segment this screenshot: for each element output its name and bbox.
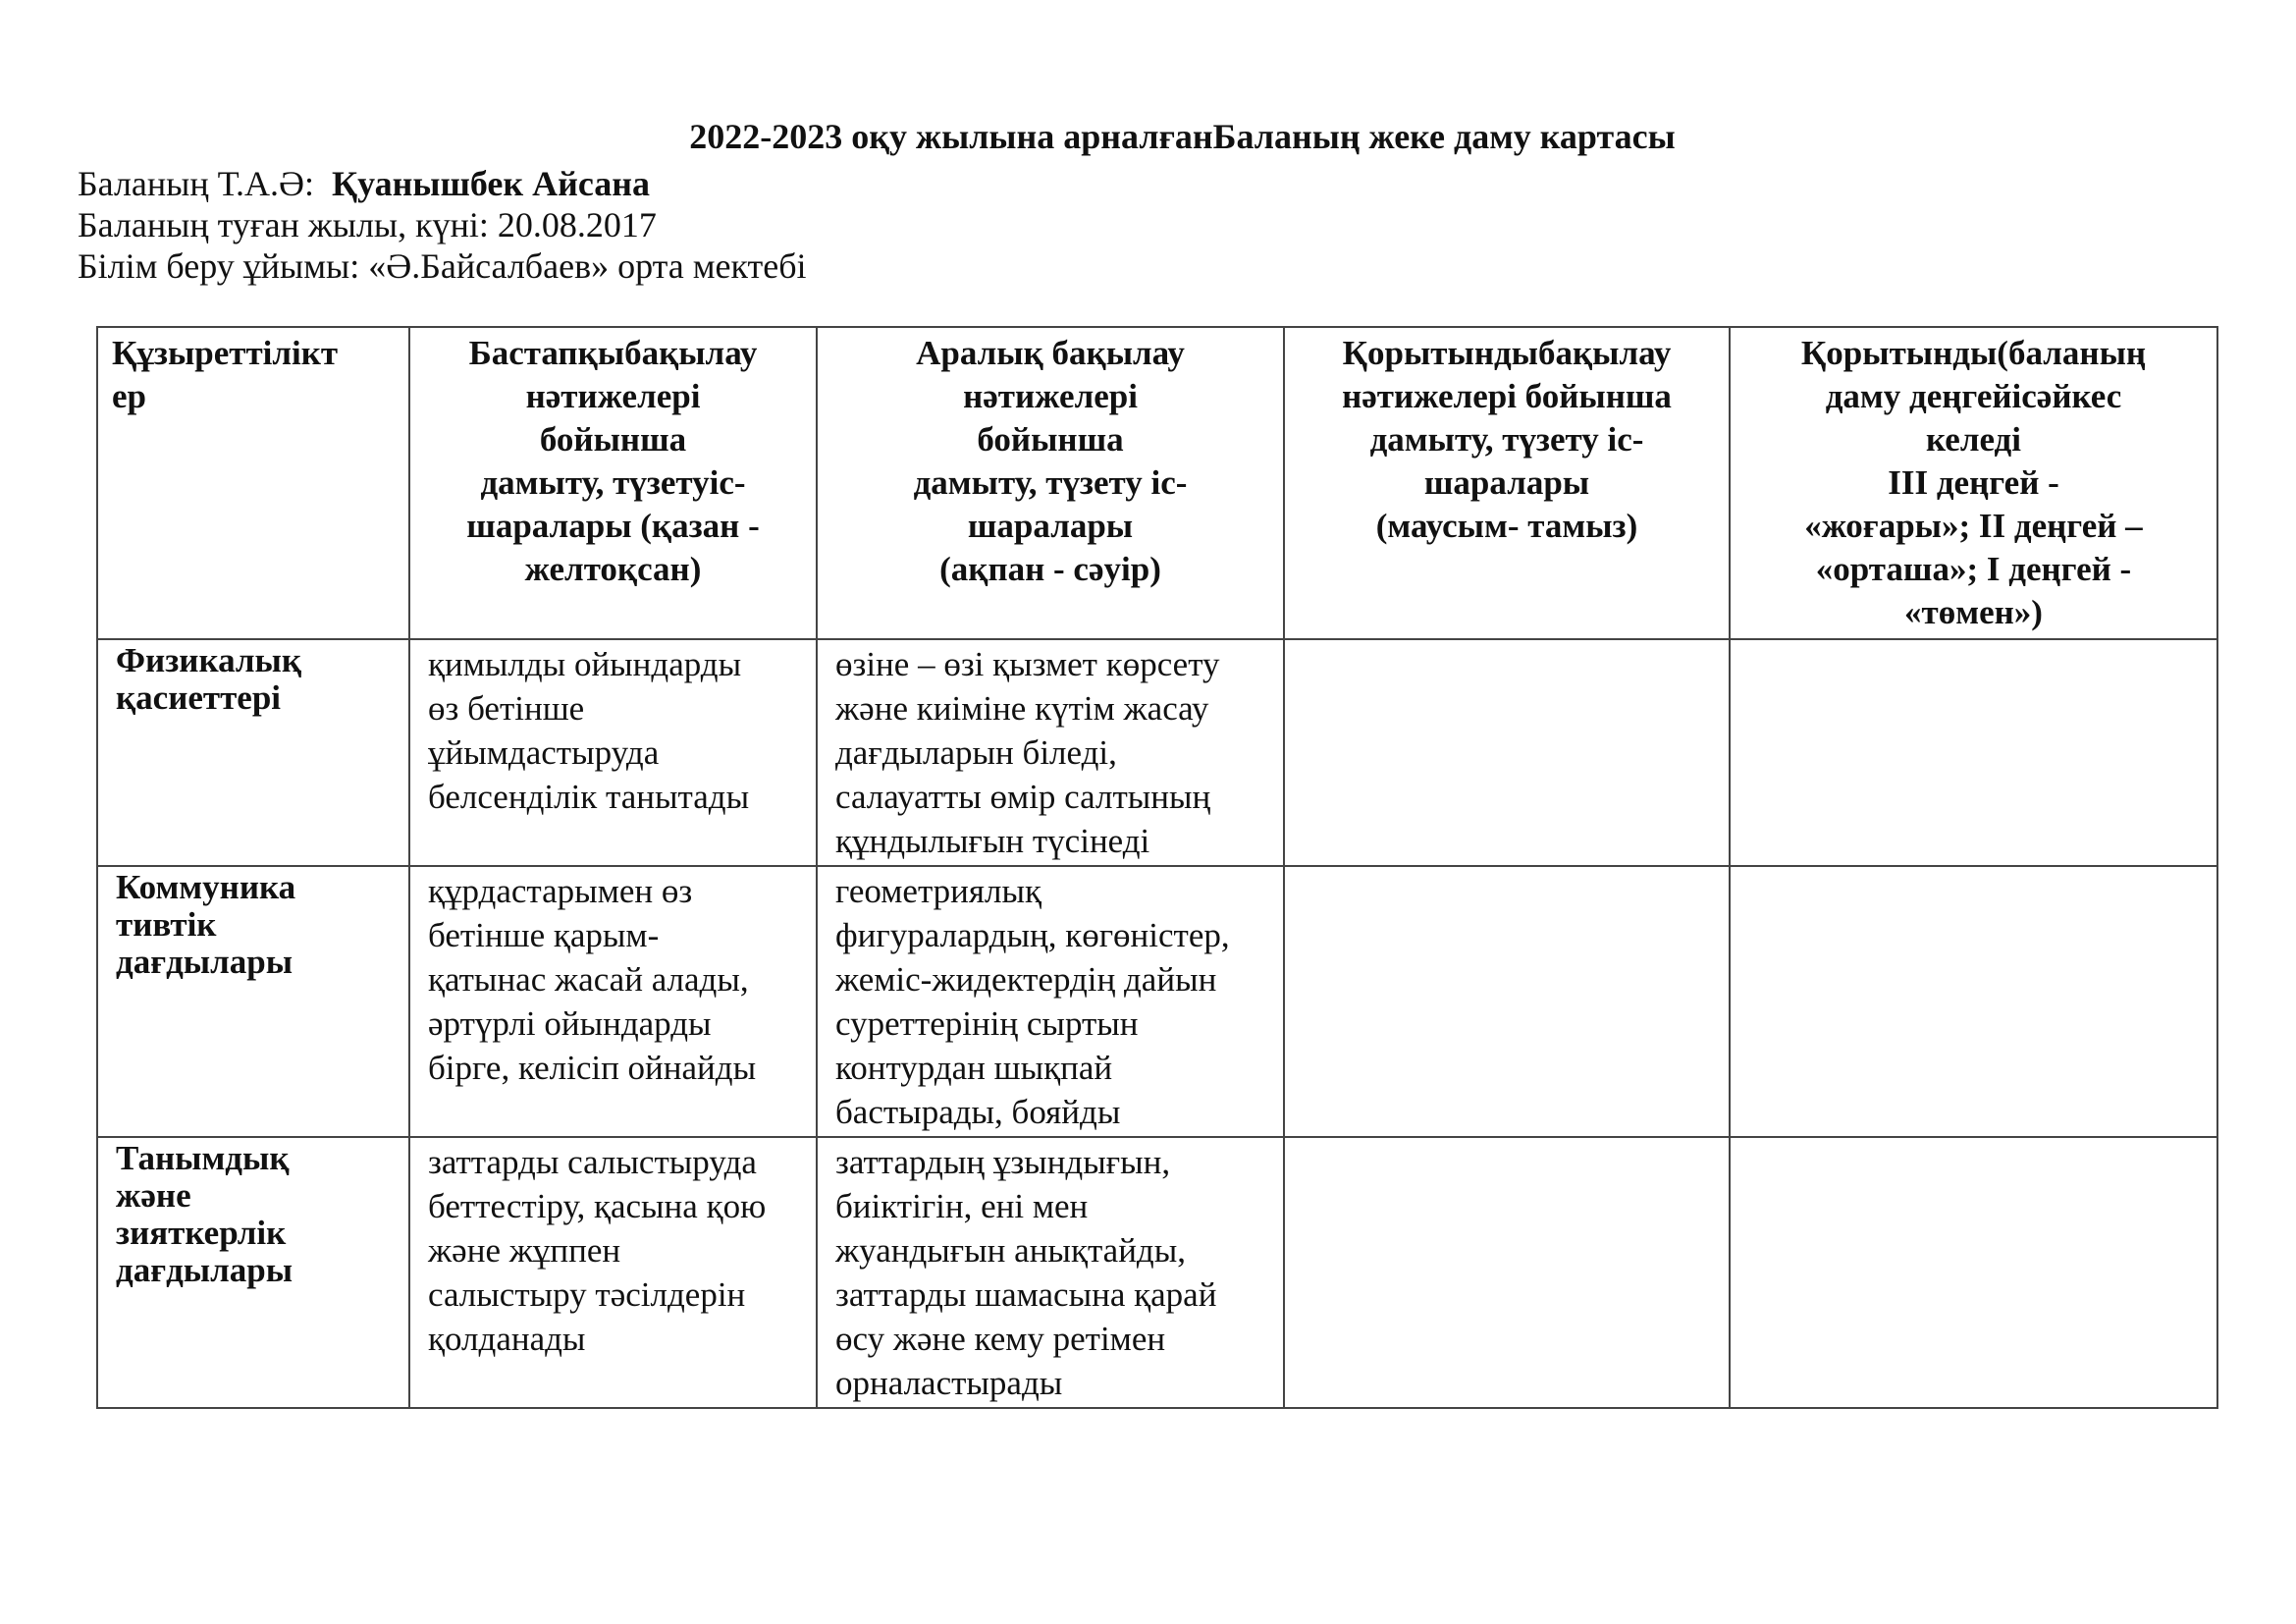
birth-date: 20.08.2017 bbox=[497, 205, 657, 244]
page-title: 2022-2023 оқу жылына арналғанБаланың жек… bbox=[689, 117, 1676, 156]
row-label: Физикалық қасиеттері bbox=[96, 638, 410, 867]
cell-final bbox=[1283, 1136, 1731, 1409]
row-label: Коммуника тивтік дағдылары bbox=[96, 865, 410, 1138]
header-competencies: Құзыреттілікт ер bbox=[96, 326, 410, 640]
cell-final bbox=[1283, 638, 1731, 867]
cell-intermediate: өзіне – өзі қызмет көрсету және киіміне … bbox=[816, 638, 1285, 867]
cell-initial: құрдастарымен өз бетінше қарым- қатынас … bbox=[408, 865, 818, 1138]
birth-label: Баланың туған жылы, күні: bbox=[78, 205, 489, 244]
header-conclusion: Қорытынды(баланың даму деңгейісәйкес кел… bbox=[1729, 326, 2218, 640]
org-name: «Ә.Байсалбаев» орта мектебі bbox=[368, 246, 807, 286]
table-row: Коммуника тивтік дағдылары құрдастарымен… bbox=[96, 865, 2218, 1138]
cell-conclusion bbox=[1729, 1136, 2218, 1409]
header-final: Қорытындыбақылау нәтижелері бойынша дамы… bbox=[1283, 326, 1731, 640]
cell-intermediate: геометриялық фигуралардың, көгөністер, ж… bbox=[816, 865, 1285, 1138]
cell-intermediate: заттардың ұзындығын, биіктігін, ені мен … bbox=[816, 1136, 1285, 1409]
table-row: Физикалық қасиеттері қимылды ойындарды ө… bbox=[96, 638, 2218, 867]
cell-conclusion bbox=[1729, 865, 2218, 1138]
header-row: Құзыреттілікт ер Бастапқыбақылау нәтижел… bbox=[96, 326, 2218, 640]
cell-final bbox=[1283, 865, 1731, 1138]
table-row: Танымдық және зияткерлік дағдылары затта… bbox=[96, 1136, 2218, 1409]
row-label: Танымдық және зияткерлік дағдылары bbox=[96, 1136, 410, 1409]
child-name-label: Баланың Т.А.Ә: bbox=[78, 164, 315, 203]
child-name: Қуанышбек Айсана bbox=[332, 164, 651, 203]
header-intermediate: Аралық бақылау нәтижелері бойынша дамыту… bbox=[816, 326, 1285, 640]
birth-line: Баланың туған жылы, күні: 20.08.2017 bbox=[78, 204, 657, 245]
org-line: Білім беру ұйымы: «Ә.Байсалбаев» орта ме… bbox=[78, 245, 807, 287]
cell-initial: қимылды ойындарды өз бетінше ұйымдастыру… bbox=[408, 638, 818, 867]
child-name-line: Баланың Т.А.Ә: Қуанышбек Айсана bbox=[78, 163, 650, 204]
cell-conclusion bbox=[1729, 638, 2218, 867]
org-label: Білім беру ұйымы: bbox=[78, 246, 360, 286]
header-initial: Бастапқыбақылау нәтижелері бойынша дамыт… bbox=[408, 326, 818, 640]
cell-initial: заттарды салыстыруда беттестіру, қасына … bbox=[408, 1136, 818, 1409]
development-table: Құзыреттілікт ер Бастапқыбақылау нәтижел… bbox=[96, 326, 2218, 1409]
